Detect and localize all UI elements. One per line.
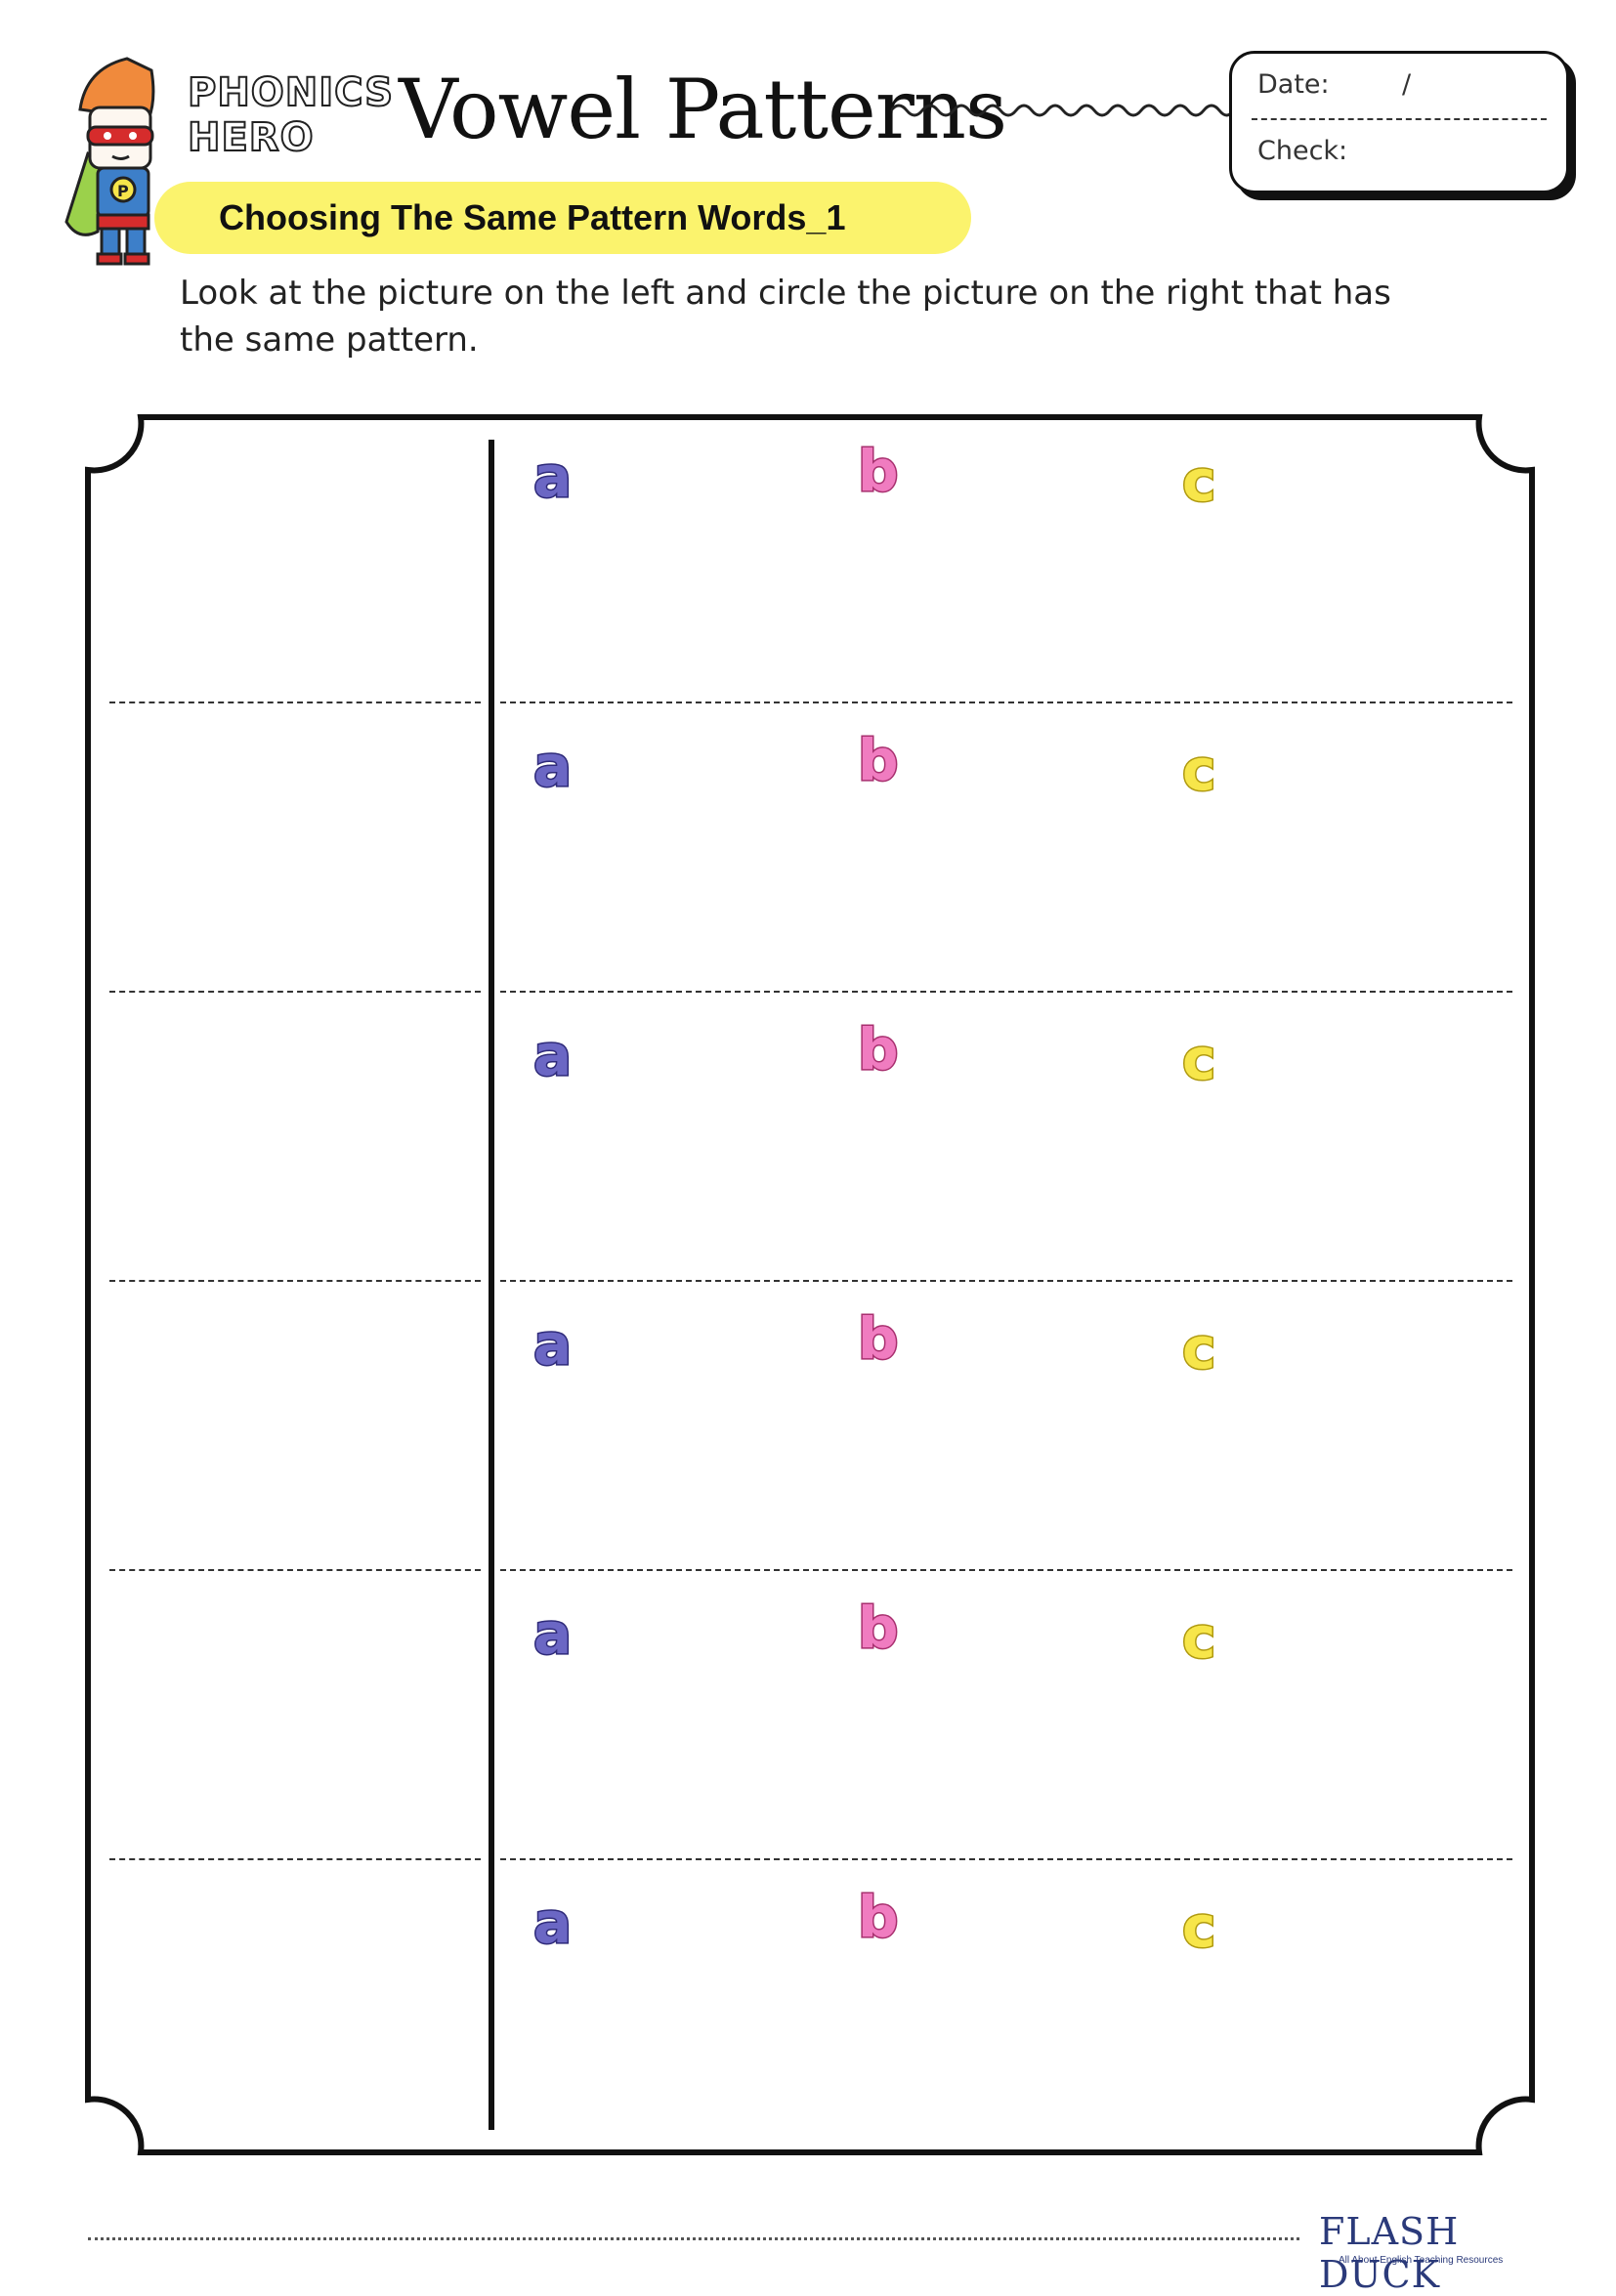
phonics-hero-mascot-icon: P bbox=[64, 57, 155, 266]
worksheet-subtitle: Choosing The Same Pattern Words_1 bbox=[219, 197, 846, 237]
footer-tagline: All About English Teaching Resources bbox=[1339, 2255, 1504, 2266]
instructions: Look at the picture on the left and circ… bbox=[180, 274, 1391, 360]
option-b-label[interactable]: b bbox=[857, 1016, 900, 1083]
column-divider bbox=[489, 440, 494, 2130]
brand-line2: HERO bbox=[187, 114, 315, 161]
wavy-line-decoration bbox=[891, 104, 1233, 117]
row-separator bbox=[109, 702, 481, 703]
option-c-label[interactable]: c bbox=[1180, 1604, 1216, 1671]
row-separator bbox=[109, 1858, 481, 1860]
footer-logo-text: FLASH DUCK bbox=[1319, 2210, 1460, 2296]
brand-line1: PHONICS bbox=[187, 69, 395, 116]
option-b-label[interactable]: b bbox=[857, 1884, 900, 1950]
option-b-label[interactable]: b bbox=[857, 1594, 900, 1661]
option-a-label[interactable]: a bbox=[532, 1022, 573, 1088]
option-b-label[interactable]: b bbox=[857, 727, 900, 793]
row-separator bbox=[109, 1280, 481, 1282]
date-label: Date: bbox=[1257, 69, 1330, 100]
option-a-label[interactable]: a bbox=[532, 1890, 573, 1956]
subtitle-banner bbox=[154, 182, 971, 254]
row-separator bbox=[109, 991, 481, 993]
option-c-label[interactable]: c bbox=[1180, 1893, 1216, 1960]
option-a-label[interactable]: a bbox=[532, 1311, 573, 1378]
footer-dotted-line bbox=[88, 2237, 1299, 2240]
check-label: Check: bbox=[1257, 136, 1348, 166]
date-check-separator bbox=[1252, 118, 1547, 120]
option-b-label[interactable]: b bbox=[857, 438, 900, 504]
option-c-label[interactable]: c bbox=[1180, 737, 1216, 803]
option-c-label[interactable]: c bbox=[1180, 447, 1216, 514]
row-separator bbox=[500, 702, 1512, 703]
brand-logo: PHONICS HERO bbox=[187, 69, 395, 161]
option-c-label[interactable]: c bbox=[1180, 1026, 1216, 1092]
date-check-box: Date: / Check: bbox=[1229, 51, 1569, 193]
row-separator bbox=[500, 1858, 1512, 1860]
row-separator bbox=[500, 1280, 1512, 1282]
option-b-label[interactable]: b bbox=[857, 1305, 900, 1372]
worksheet-frame bbox=[85, 414, 1535, 2155]
date-slash: / bbox=[1402, 69, 1412, 100]
row-separator bbox=[500, 1569, 1512, 1571]
row-separator bbox=[500, 991, 1512, 993]
option-c-label[interactable]: c bbox=[1180, 1315, 1216, 1382]
flash-duck-logo: FLASH DUCK All About English Teaching Re… bbox=[1319, 2210, 1573, 2296]
option-a-label[interactable]: a bbox=[532, 1600, 573, 1667]
option-a-label[interactable]: a bbox=[532, 733, 573, 799]
svg-text:P: P bbox=[117, 182, 129, 200]
row-separator bbox=[109, 1569, 481, 1571]
option-a-label[interactable]: a bbox=[532, 444, 573, 510]
